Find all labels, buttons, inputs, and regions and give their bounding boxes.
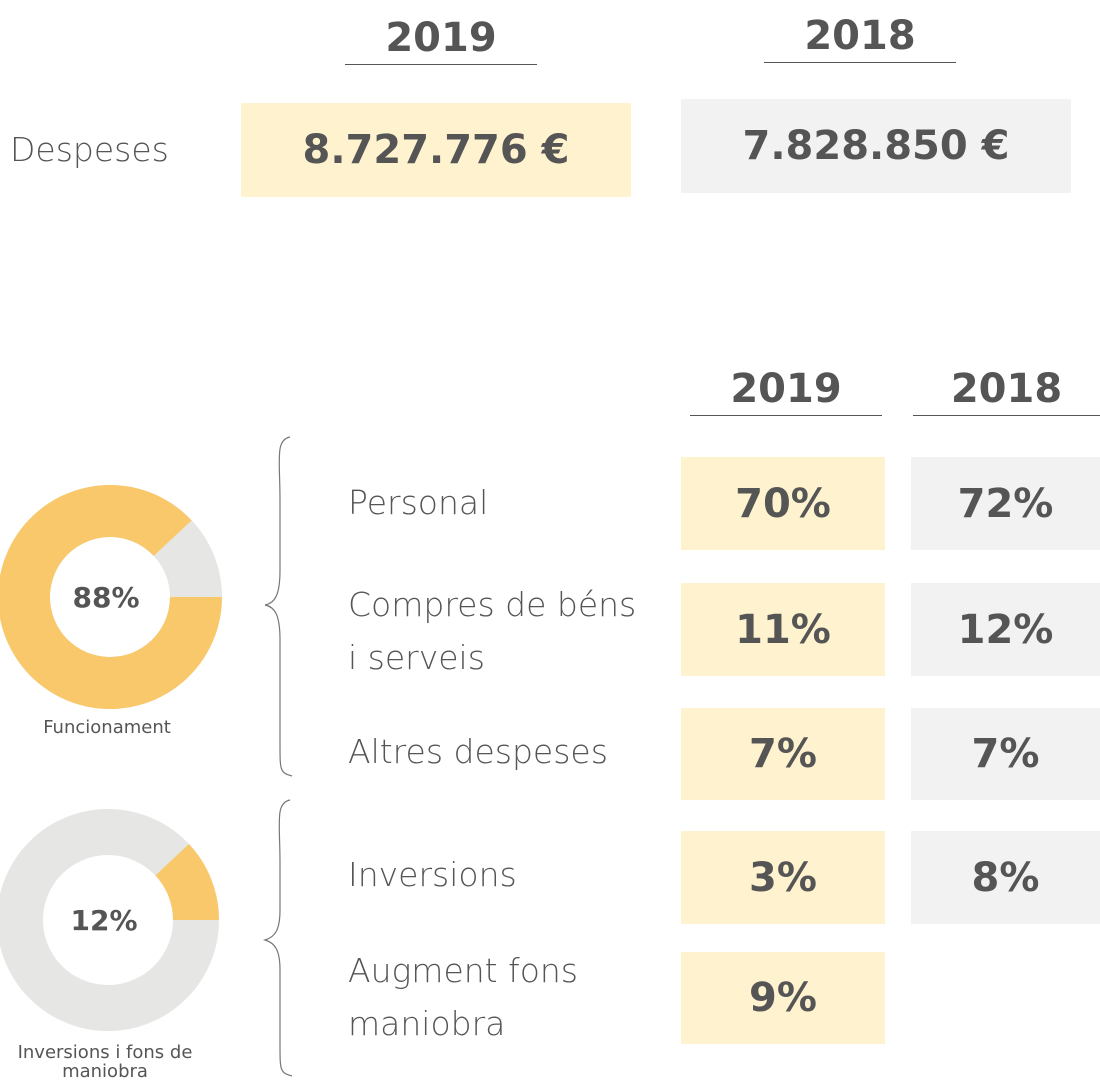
row-label: Personal: [348, 483, 489, 522]
year-header: 2018: [913, 363, 1100, 416]
donut-caption: Inversions i fons de maniobra: [17, 1042, 193, 1082]
donut-caption: Funcionament: [43, 717, 171, 738]
row-value: 7%: [681, 708, 885, 800]
row-value: 12%: [911, 583, 1100, 676]
row-value: 9%: [681, 952, 885, 1044]
summary-value: 8.727.776 €: [241, 103, 631, 197]
row-label: Compres de béns i serveis: [348, 585, 637, 677]
summary-label: Despeses: [10, 130, 169, 169]
row-value: 70%: [681, 457, 885, 550]
year-header: 2019: [345, 12, 537, 65]
summary-value: 7.828.850 €: [681, 99, 1071, 193]
row-value: 8%: [911, 831, 1100, 924]
brace: [264, 436, 293, 777]
row-value: 3%: [681, 831, 885, 924]
row-label: Augment fons maniobra: [348, 951, 579, 1043]
year-header: 2018: [764, 10, 956, 63]
donut-label: 12%: [70, 904, 137, 937]
brace: [262, 799, 293, 1077]
donut-label: 88%: [72, 581, 139, 614]
row-value: 72%: [911, 457, 1100, 550]
donut-segment: [0, 485, 222, 709]
donut-segment: [155, 844, 219, 920]
row-value: 7%: [911, 708, 1100, 800]
row-value: 11%: [681, 583, 885, 676]
row-label: Altres despeses: [348, 732, 608, 771]
year-header: 2019: [690, 363, 882, 416]
row-label: Inversions: [348, 855, 517, 894]
